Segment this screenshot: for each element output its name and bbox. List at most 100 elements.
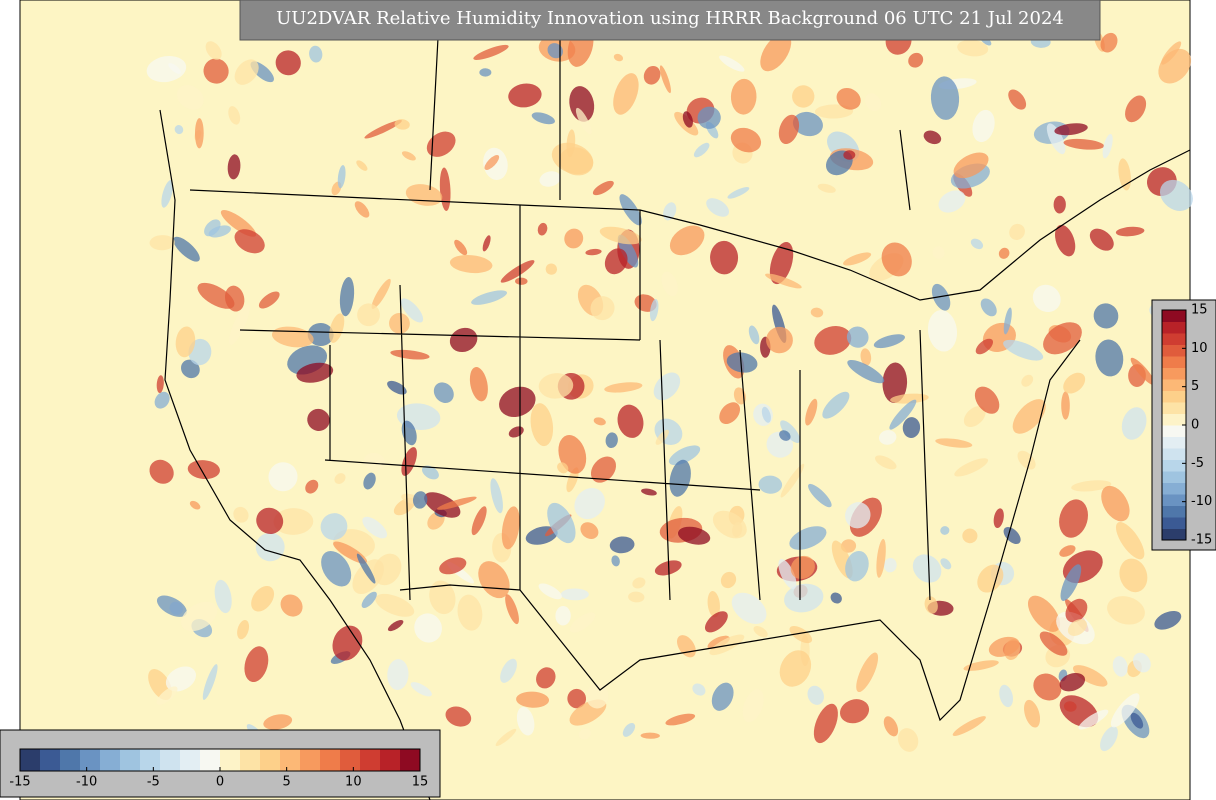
- field-blob: [1053, 195, 1066, 214]
- field-blob: [1046, 123, 1066, 155]
- field-blob: [613, 53, 624, 62]
- field-blob: [559, 147, 594, 176]
- field-blob: [712, 510, 747, 539]
- field-blob: [993, 508, 1004, 528]
- field-blob: [727, 187, 750, 199]
- field-blob: [952, 716, 986, 736]
- field-blob: [490, 478, 503, 514]
- field-blob: [807, 685, 824, 705]
- field-blob: [508, 83, 542, 108]
- field-blob: [1021, 374, 1034, 387]
- field-blob: [1159, 179, 1193, 211]
- colorbar-segment: [180, 749, 201, 771]
- field-blob: [711, 682, 734, 711]
- field-blob: [814, 326, 852, 355]
- field-blob: [168, 63, 181, 74]
- field-blob: [889, 399, 917, 430]
- field-blob: [742, 689, 764, 723]
- colorbar-segment: [120, 749, 141, 771]
- field-blob: [622, 722, 636, 737]
- field-blob: [1154, 610, 1182, 630]
- field-blob: [613, 73, 639, 115]
- field-blob: [970, 238, 984, 250]
- field-blob: [567, 688, 587, 709]
- field-blob: [1012, 399, 1046, 434]
- field-blob: [1055, 224, 1076, 257]
- field-blob: [449, 327, 478, 353]
- field-blob: [760, 33, 792, 72]
- field-blob: [564, 228, 584, 249]
- colorbar-tick-label: -15: [9, 775, 30, 790]
- field-blob: [547, 502, 576, 544]
- colorbar-tick-label: 0: [1191, 418, 1199, 433]
- field-blob: [429, 580, 456, 615]
- colorbar-segment: [1162, 528, 1186, 541]
- field-blob: [1071, 480, 1112, 492]
- field-blob: [424, 492, 461, 518]
- field-blob: [305, 479, 319, 494]
- field-blob: [454, 239, 468, 256]
- field-blob: [814, 104, 854, 119]
- colorbar-tick-label: -10: [76, 775, 97, 790]
- colorbar-tick-label: -5: [1191, 456, 1204, 471]
- field-blob: [1003, 526, 1021, 544]
- field-blob: [924, 596, 938, 614]
- field-blob: [273, 508, 314, 535]
- field-blob: [599, 226, 642, 245]
- field-blob: [830, 592, 842, 604]
- field-blob: [1054, 123, 1088, 136]
- colorbar-segment: [220, 749, 241, 771]
- field-blob: [229, 304, 250, 345]
- field-blob: [156, 595, 187, 617]
- field-blob: [808, 483, 832, 508]
- field-blob: [975, 338, 994, 355]
- field-blob: [357, 303, 380, 327]
- field-blob: [860, 348, 872, 366]
- field-blob: [449, 254, 493, 274]
- field-blob: [778, 558, 797, 590]
- field-blob: [1115, 226, 1145, 237]
- field-blob: [977, 564, 1004, 593]
- field-blob: [569, 612, 596, 633]
- field-blob: [205, 41, 222, 60]
- field-blob: [436, 496, 477, 510]
- field-blob: [574, 488, 605, 520]
- field-blob: [931, 283, 951, 311]
- field-blob: [361, 591, 377, 608]
- field-blob: [1078, 709, 1109, 730]
- field-blob: [1100, 726, 1118, 752]
- field-blob: [720, 571, 737, 589]
- field-blob: [592, 180, 614, 196]
- field-blob: [923, 130, 942, 145]
- field-blob: [1063, 138, 1105, 150]
- field-blob: [843, 252, 872, 266]
- field-blob: [605, 432, 618, 449]
- field-blob: [590, 456, 617, 483]
- field-blob: [356, 553, 376, 584]
- field-blob: [531, 112, 555, 125]
- field-blob: [1132, 652, 1151, 673]
- field-blob: [1028, 595, 1061, 633]
- field-blob: [643, 65, 661, 85]
- field-blob: [1063, 701, 1077, 712]
- field-blob: [883, 716, 899, 737]
- field-blob: [307, 323, 334, 347]
- field-blob: [726, 352, 758, 373]
- field-blob: [410, 682, 432, 697]
- field-blob: [228, 106, 241, 125]
- field-blob: [908, 52, 924, 68]
- field-blob: [789, 626, 813, 644]
- field-blob: [962, 528, 978, 544]
- colorbar-segment: [300, 749, 321, 771]
- field-blob: [575, 107, 592, 135]
- field-blob: [204, 219, 221, 237]
- field-blob: [930, 76, 960, 120]
- field-blob: [707, 635, 730, 650]
- field-blob: [469, 367, 488, 402]
- field-blob: [653, 372, 681, 401]
- field-blob: [839, 699, 870, 724]
- field-blob: [394, 119, 410, 130]
- field-blob: [1161, 41, 1182, 65]
- field-blob: [387, 659, 409, 690]
